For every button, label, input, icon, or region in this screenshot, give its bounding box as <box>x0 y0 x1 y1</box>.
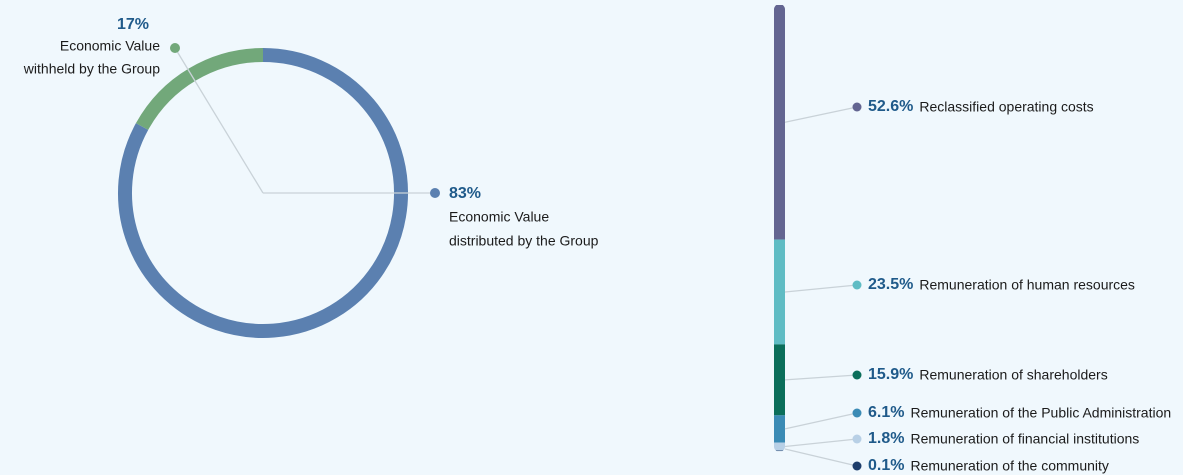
leader-line <box>784 438 858 448</box>
value-label: 83% <box>449 185 481 202</box>
category-label: Economic Value <box>60 38 160 54</box>
donut-slice <box>135 48 264 130</box>
label-dot <box>852 102 862 112</box>
leader-line <box>784 106 858 123</box>
value-label: 15.9% <box>868 366 913 383</box>
bar-segment <box>774 5 785 240</box>
label-dot <box>852 408 862 418</box>
stacked-bar <box>774 5 785 452</box>
value-label: 17% <box>117 16 149 33</box>
bar-segment <box>774 442 785 451</box>
label-dot <box>852 461 862 471</box>
series-name: Remuneration of the community <box>910 458 1108 474</box>
value-label: 6.1% <box>868 404 904 421</box>
label-dot <box>852 434 862 444</box>
label-dot <box>852 280 862 290</box>
category-label: Economic Value <box>449 209 549 225</box>
series-name: Reclassified operating costs <box>919 99 1093 115</box>
bar-segment <box>774 415 785 443</box>
value-label: 52.6% <box>868 98 913 115</box>
series-name: Remuneration of human resources <box>919 277 1135 293</box>
leader-line <box>784 412 858 430</box>
series-name: Remuneration of financial institutions <box>910 431 1139 447</box>
value-label: 0.1% <box>868 457 904 474</box>
series-name: Remuneration of shareholders <box>919 367 1107 383</box>
category-label: distributed by the Group <box>449 233 599 249</box>
leader-line <box>784 448 858 467</box>
leader-line <box>784 374 858 381</box>
bar-segment <box>774 344 785 416</box>
donut-slice <box>118 48 408 338</box>
label-dot <box>852 370 862 380</box>
bar-segment <box>774 450 785 452</box>
value-label: 1.8% <box>868 430 904 447</box>
category-label: withheld by the Group <box>23 61 160 77</box>
leader-line <box>784 284 858 293</box>
label-dot <box>430 188 440 198</box>
bar-segment <box>774 239 785 345</box>
leader-line <box>174 47 264 194</box>
series-name: Remuneration of the Public Administratio… <box>910 405 1171 421</box>
value-label: 23.5% <box>868 276 913 293</box>
label-dot <box>170 43 180 53</box>
